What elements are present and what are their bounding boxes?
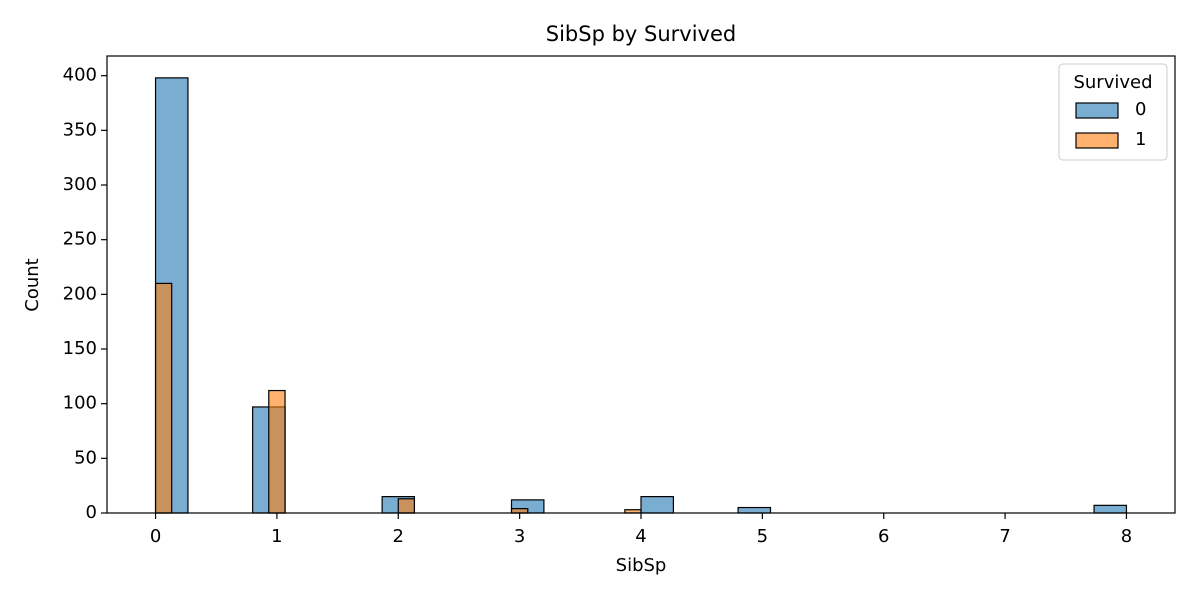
- y-tick-label: 0: [86, 502, 97, 523]
- x-tick-label: 7: [999, 526, 1010, 547]
- y-tick-label: 400: [63, 65, 97, 86]
- y-axis-label: Count: [22, 258, 43, 311]
- x-tick-label: 2: [393, 526, 404, 547]
- x-tick-label: 6: [878, 526, 889, 547]
- bar: [640, 496, 675, 514]
- y-tick-label: 350: [63, 119, 97, 140]
- plot-frame: [106, 55, 1176, 514]
- x-tick-label: 3: [514, 526, 525, 547]
- x-tick-label: 8: [1121, 526, 1132, 547]
- bar: [268, 389, 286, 514]
- legend-swatch: [1075, 102, 1119, 119]
- x-axis-label: SibSp: [616, 555, 667, 576]
- y-tick-label: 50: [74, 447, 97, 468]
- bar: [397, 498, 416, 514]
- legend-label: 1: [1135, 129, 1146, 150]
- y-tick-label: 100: [63, 393, 97, 414]
- legend-swatch: [1075, 132, 1119, 149]
- y-tick-label: 250: [63, 229, 97, 250]
- x-tick-label: 0: [150, 526, 161, 547]
- x-tick-label: 1: [271, 526, 282, 547]
- bar: [154, 282, 173, 514]
- chart-title: SibSp by Survived: [546, 22, 736, 46]
- bar: [1093, 504, 1128, 514]
- bar: [510, 508, 529, 514]
- y-tick-label: 300: [63, 174, 97, 195]
- y-tick-label: 150: [63, 338, 97, 359]
- bar: [737, 506, 772, 514]
- x-tick-label: 5: [757, 526, 768, 547]
- x-tick-label: 4: [635, 526, 646, 547]
- legend-title: Survived: [1073, 72, 1152, 93]
- y-tick-label: 200: [63, 283, 97, 304]
- legend-label: 0: [1135, 99, 1146, 120]
